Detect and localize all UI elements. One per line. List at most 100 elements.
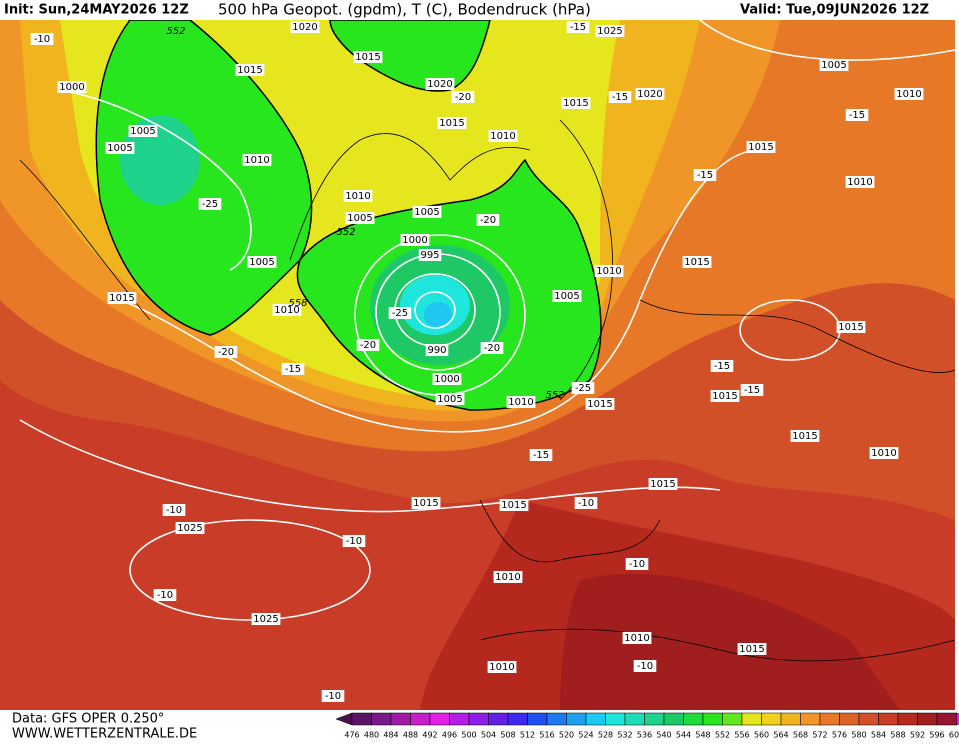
colorbar-bin (372, 713, 392, 725)
colorbar-bin (586, 713, 606, 725)
colorbar-bin (528, 713, 548, 725)
contour-label: 1020 (637, 89, 662, 100)
colorbar-label: 548 (695, 731, 710, 740)
colorbar-bin (352, 713, 372, 725)
contour-label: 1010 (345, 191, 370, 202)
contour-label: 1015 (684, 257, 709, 268)
colorbar-label: 516 (539, 731, 554, 740)
colorbar-bin (762, 713, 782, 725)
contour-label: 1000 (59, 82, 84, 93)
colorbar-bin (625, 713, 645, 725)
colorbar-bin (567, 713, 587, 725)
contour-label: 1005 (347, 213, 372, 224)
colorbar-label: 484 (383, 731, 398, 740)
contour-label: 1010 (596, 266, 621, 277)
contour-label: 1010 (495, 572, 520, 583)
contour-label: 1010 (508, 397, 533, 408)
contour-label: 1015 (748, 142, 773, 153)
contour-label: 1010 (489, 662, 514, 673)
contour-label: 1015 (650, 479, 675, 490)
colorbar-label: 580 (851, 731, 866, 740)
contour-label: 1025 (253, 614, 278, 625)
contour-label: 1010 (244, 155, 269, 166)
contour-label: -10 (346, 536, 362, 547)
colorbar-label: 600 (949, 731, 959, 740)
colorbar-label: 556 (734, 731, 749, 740)
colorbar-bin (645, 713, 665, 725)
contour-label: -15 (714, 361, 730, 372)
contour-label: -10 (325, 691, 341, 702)
contour-label: -25 (575, 383, 591, 394)
colorbar-bin (547, 713, 567, 725)
contour-label: 1015 (237, 65, 262, 76)
colorbar-label: 596 (929, 731, 944, 740)
contour-label: 1015 (439, 118, 464, 129)
contour-label: 1005 (414, 207, 439, 218)
colorbar-label: 496 (442, 731, 457, 740)
contour-label: -25 (202, 199, 218, 210)
colorbar-bin (879, 713, 899, 725)
contour-label: 1010 (896, 89, 921, 100)
colorbar-bin (898, 713, 918, 725)
colorbar-bin (801, 713, 821, 725)
colorbar-bin (742, 713, 762, 725)
contour-label: -15 (697, 170, 713, 181)
contour-label: -20 (480, 215, 496, 226)
contour-label: -15 (612, 92, 628, 103)
contour-label: -15 (744, 385, 760, 396)
data-source: Data: GFS OPER 0.250° (12, 712, 164, 727)
contour-label: 995 (420, 250, 439, 261)
contour-label: 1015 (501, 500, 526, 511)
contour-label: 1005 (249, 257, 274, 268)
colorbar-bin (391, 713, 411, 725)
colorbar-label: 500 (461, 731, 476, 740)
colorbar-label: 520 (559, 731, 574, 740)
contour-label: 552 (166, 26, 185, 37)
colorbar-label: 588 (890, 731, 905, 740)
contour-label: -10 (637, 661, 653, 672)
colorbar-label: 572 (812, 731, 827, 740)
colorbar-bin (489, 713, 509, 725)
colorbar-label: 480 (364, 731, 379, 740)
contour-label: -15 (570, 22, 586, 33)
colorbar-bin (703, 713, 723, 725)
contour-label: -10 (578, 498, 594, 509)
colorbar-bin (859, 713, 879, 725)
colorbar-bin (918, 713, 938, 725)
colorbar-label: 576 (832, 731, 847, 740)
colorbar-label: 544 (676, 731, 691, 740)
contour-label: 1010 (624, 633, 649, 644)
contour-label: -25 (392, 308, 408, 319)
contour-label: -20 (218, 347, 234, 358)
colorbar-label: 584 (871, 731, 886, 740)
colorbar-label: 488 (403, 731, 418, 740)
colorbar-label: 508 (500, 731, 515, 740)
contour-label: 1000 (402, 235, 427, 246)
contour-label: 1015 (413, 498, 438, 509)
contour-label: -10 (157, 590, 173, 601)
contour-label: 1015 (355, 52, 380, 63)
contour-label: 1005 (821, 60, 846, 71)
colorbar-label: 568 (793, 731, 808, 740)
colorbar-bin (508, 713, 528, 725)
contour-label: 1010 (490, 131, 515, 142)
colorbar-bin (664, 713, 684, 725)
colorbar-label: 492 (422, 731, 437, 740)
contour-label: 1005 (437, 394, 462, 405)
contour-label: 1025 (177, 523, 202, 534)
colorbar-label: 524 (578, 731, 593, 740)
colorbar-label: 536 (637, 731, 652, 740)
contour-label: -15 (285, 364, 301, 375)
contour-label: 1020 (292, 22, 317, 33)
contour-label: 1000 (434, 374, 459, 385)
colorbar-label: 560 (754, 731, 769, 740)
contour-label: 1015 (563, 98, 588, 109)
colorbar-label: 528 (598, 731, 613, 740)
contour-label: 552 (545, 390, 564, 401)
init-time: Init: Sun,24MAY2026 12Z (4, 3, 189, 18)
colorbar-label: 540 (656, 731, 671, 740)
contour-label: -20 (360, 340, 376, 351)
contour-label: -15 (533, 450, 549, 461)
colorbar-label: 564 (773, 731, 788, 740)
